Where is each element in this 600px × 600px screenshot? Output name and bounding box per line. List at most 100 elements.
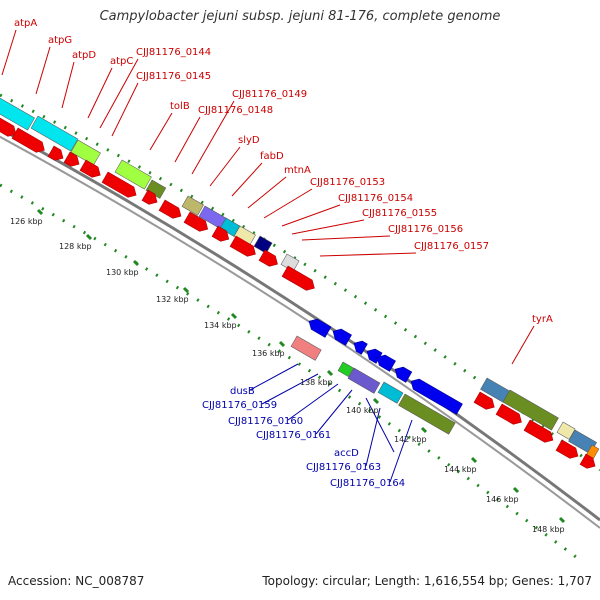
forward-cds-arrow xyxy=(211,225,230,242)
ruler-tick xyxy=(470,456,478,464)
ruler-label: 146 kbp xyxy=(486,495,519,504)
forward-cds-arrow xyxy=(183,211,209,232)
ruler-tick xyxy=(512,486,520,494)
reverse-cds-arrow xyxy=(410,378,463,415)
ruler-tick xyxy=(558,516,566,524)
forward-cds-arrow xyxy=(11,127,45,153)
forward-cds-arrow xyxy=(158,199,182,219)
cog-block xyxy=(0,97,35,131)
gene-label-blue: CJJ81176_0161 xyxy=(256,430,331,441)
callout-line xyxy=(249,363,299,391)
forward-cds-arrow xyxy=(101,171,137,198)
cog-block xyxy=(377,381,404,404)
ruler-tick xyxy=(372,397,380,405)
forward-cds-arrow xyxy=(47,145,64,161)
callout-line xyxy=(87,67,113,119)
ruler-label: 140 kbp xyxy=(346,406,379,415)
ruler-tick xyxy=(182,286,190,294)
gene-label-red: CJJ81176_0156 xyxy=(388,224,463,235)
ruler-label: 138 kbp xyxy=(300,378,333,387)
forward-cds-arrow xyxy=(0,117,17,137)
gene-label-red: fabD xyxy=(260,151,284,162)
ruler-label: 128 kbp xyxy=(59,242,92,251)
callout-line xyxy=(281,204,341,227)
reverse-cds-arrow xyxy=(308,318,332,338)
cog-block xyxy=(181,195,204,216)
ruler-label: 136 kbp xyxy=(252,349,285,358)
ruler-tick xyxy=(36,208,44,216)
forward-cds-arrow xyxy=(229,235,256,257)
forward-cds-arrow xyxy=(579,453,596,469)
cog-block xyxy=(347,367,381,394)
gene-label-blue: CJJ81176_0160 xyxy=(228,416,303,427)
callout-line xyxy=(209,146,241,187)
ruler-tick xyxy=(278,340,286,348)
callout-line xyxy=(511,325,535,365)
ruler-label: 134 kbp xyxy=(204,321,237,330)
callout-line xyxy=(35,46,51,95)
reverse-cds-arrow xyxy=(366,348,383,364)
ruler-label: 144 kbp xyxy=(444,465,477,474)
cog-block xyxy=(337,361,354,378)
reverse-cds-arrow xyxy=(394,366,413,383)
callout-line xyxy=(365,407,381,467)
cog-block xyxy=(556,421,576,440)
ruler-label: 148 kbp xyxy=(532,525,565,534)
callout-line xyxy=(231,162,263,197)
gene-label-red: CJJ81176_0145 xyxy=(136,71,211,82)
ruler-tick xyxy=(230,312,238,320)
ruler-label: 132 kbp xyxy=(156,295,189,304)
forward-cds-arrow xyxy=(63,151,80,167)
callout-line xyxy=(319,252,417,257)
gene-label-red: slyD xyxy=(238,135,260,146)
gene-label-red: atpA xyxy=(14,18,37,29)
ruler-label: 126 kbp xyxy=(10,217,43,226)
gene-label-red: tyrA xyxy=(532,314,553,325)
forward-cds-arrow xyxy=(79,159,101,178)
inner-dotted-ring xyxy=(0,183,581,562)
cog-block xyxy=(502,389,559,431)
gene-label-red: mtnA xyxy=(284,165,311,176)
cog-block xyxy=(253,235,273,254)
gene-label-red: tolB xyxy=(170,101,190,112)
forward-cds-arrow xyxy=(281,265,315,291)
backbone-inner xyxy=(0,135,600,529)
ruler-label: 130 kbp xyxy=(106,268,139,277)
gene-label-red: atpC xyxy=(110,56,133,67)
forward-cds-arrow xyxy=(495,403,522,425)
forward-cds-arrow xyxy=(141,189,158,205)
callout-line xyxy=(389,419,413,483)
callout-line xyxy=(1,29,17,76)
genome-stats-text: Topology: circular; Length: 1,616,554 bp… xyxy=(262,574,592,588)
callout-line xyxy=(111,82,139,137)
reverse-cds-arrow xyxy=(376,354,396,372)
callout-line xyxy=(191,100,235,175)
accession-text: Accession: NC_008787 xyxy=(8,574,145,588)
gene-label-blue: CJJ81176_0159 xyxy=(202,400,277,411)
gene-label-red: CJJ81176_0144 xyxy=(136,47,211,58)
cog-block xyxy=(30,115,79,152)
gene-label-red: atpD xyxy=(72,50,96,61)
gene-label-red: CJJ81176_0148 xyxy=(198,105,273,116)
forward-cds-arrow xyxy=(523,419,554,443)
callout-line xyxy=(149,112,173,151)
gene-label-red: CJJ81176_0149 xyxy=(232,89,307,100)
gene-label-red: CJJ81176_0155 xyxy=(362,208,437,219)
ruler-tick xyxy=(420,426,428,434)
gene-label-red: CJJ81176_0153 xyxy=(310,177,385,188)
reverse-cds-arrow xyxy=(353,340,368,355)
callout-line xyxy=(61,61,75,109)
ruler-tick xyxy=(132,259,140,267)
callout-line xyxy=(261,373,319,405)
gene-label-red: CJJ81176_0157 xyxy=(414,241,489,252)
gene-label-blue: accD xyxy=(334,448,359,459)
reverse-cds-arrow xyxy=(332,328,352,346)
gene-label-red: atpG xyxy=(48,35,72,46)
callout-line xyxy=(291,219,365,235)
ruler-label: 142 kbp xyxy=(394,435,427,444)
gene-label-blue: CJJ81176_0164 xyxy=(330,478,405,489)
cog-block xyxy=(398,393,456,435)
cog-block xyxy=(114,159,152,190)
callout-line xyxy=(99,58,139,129)
